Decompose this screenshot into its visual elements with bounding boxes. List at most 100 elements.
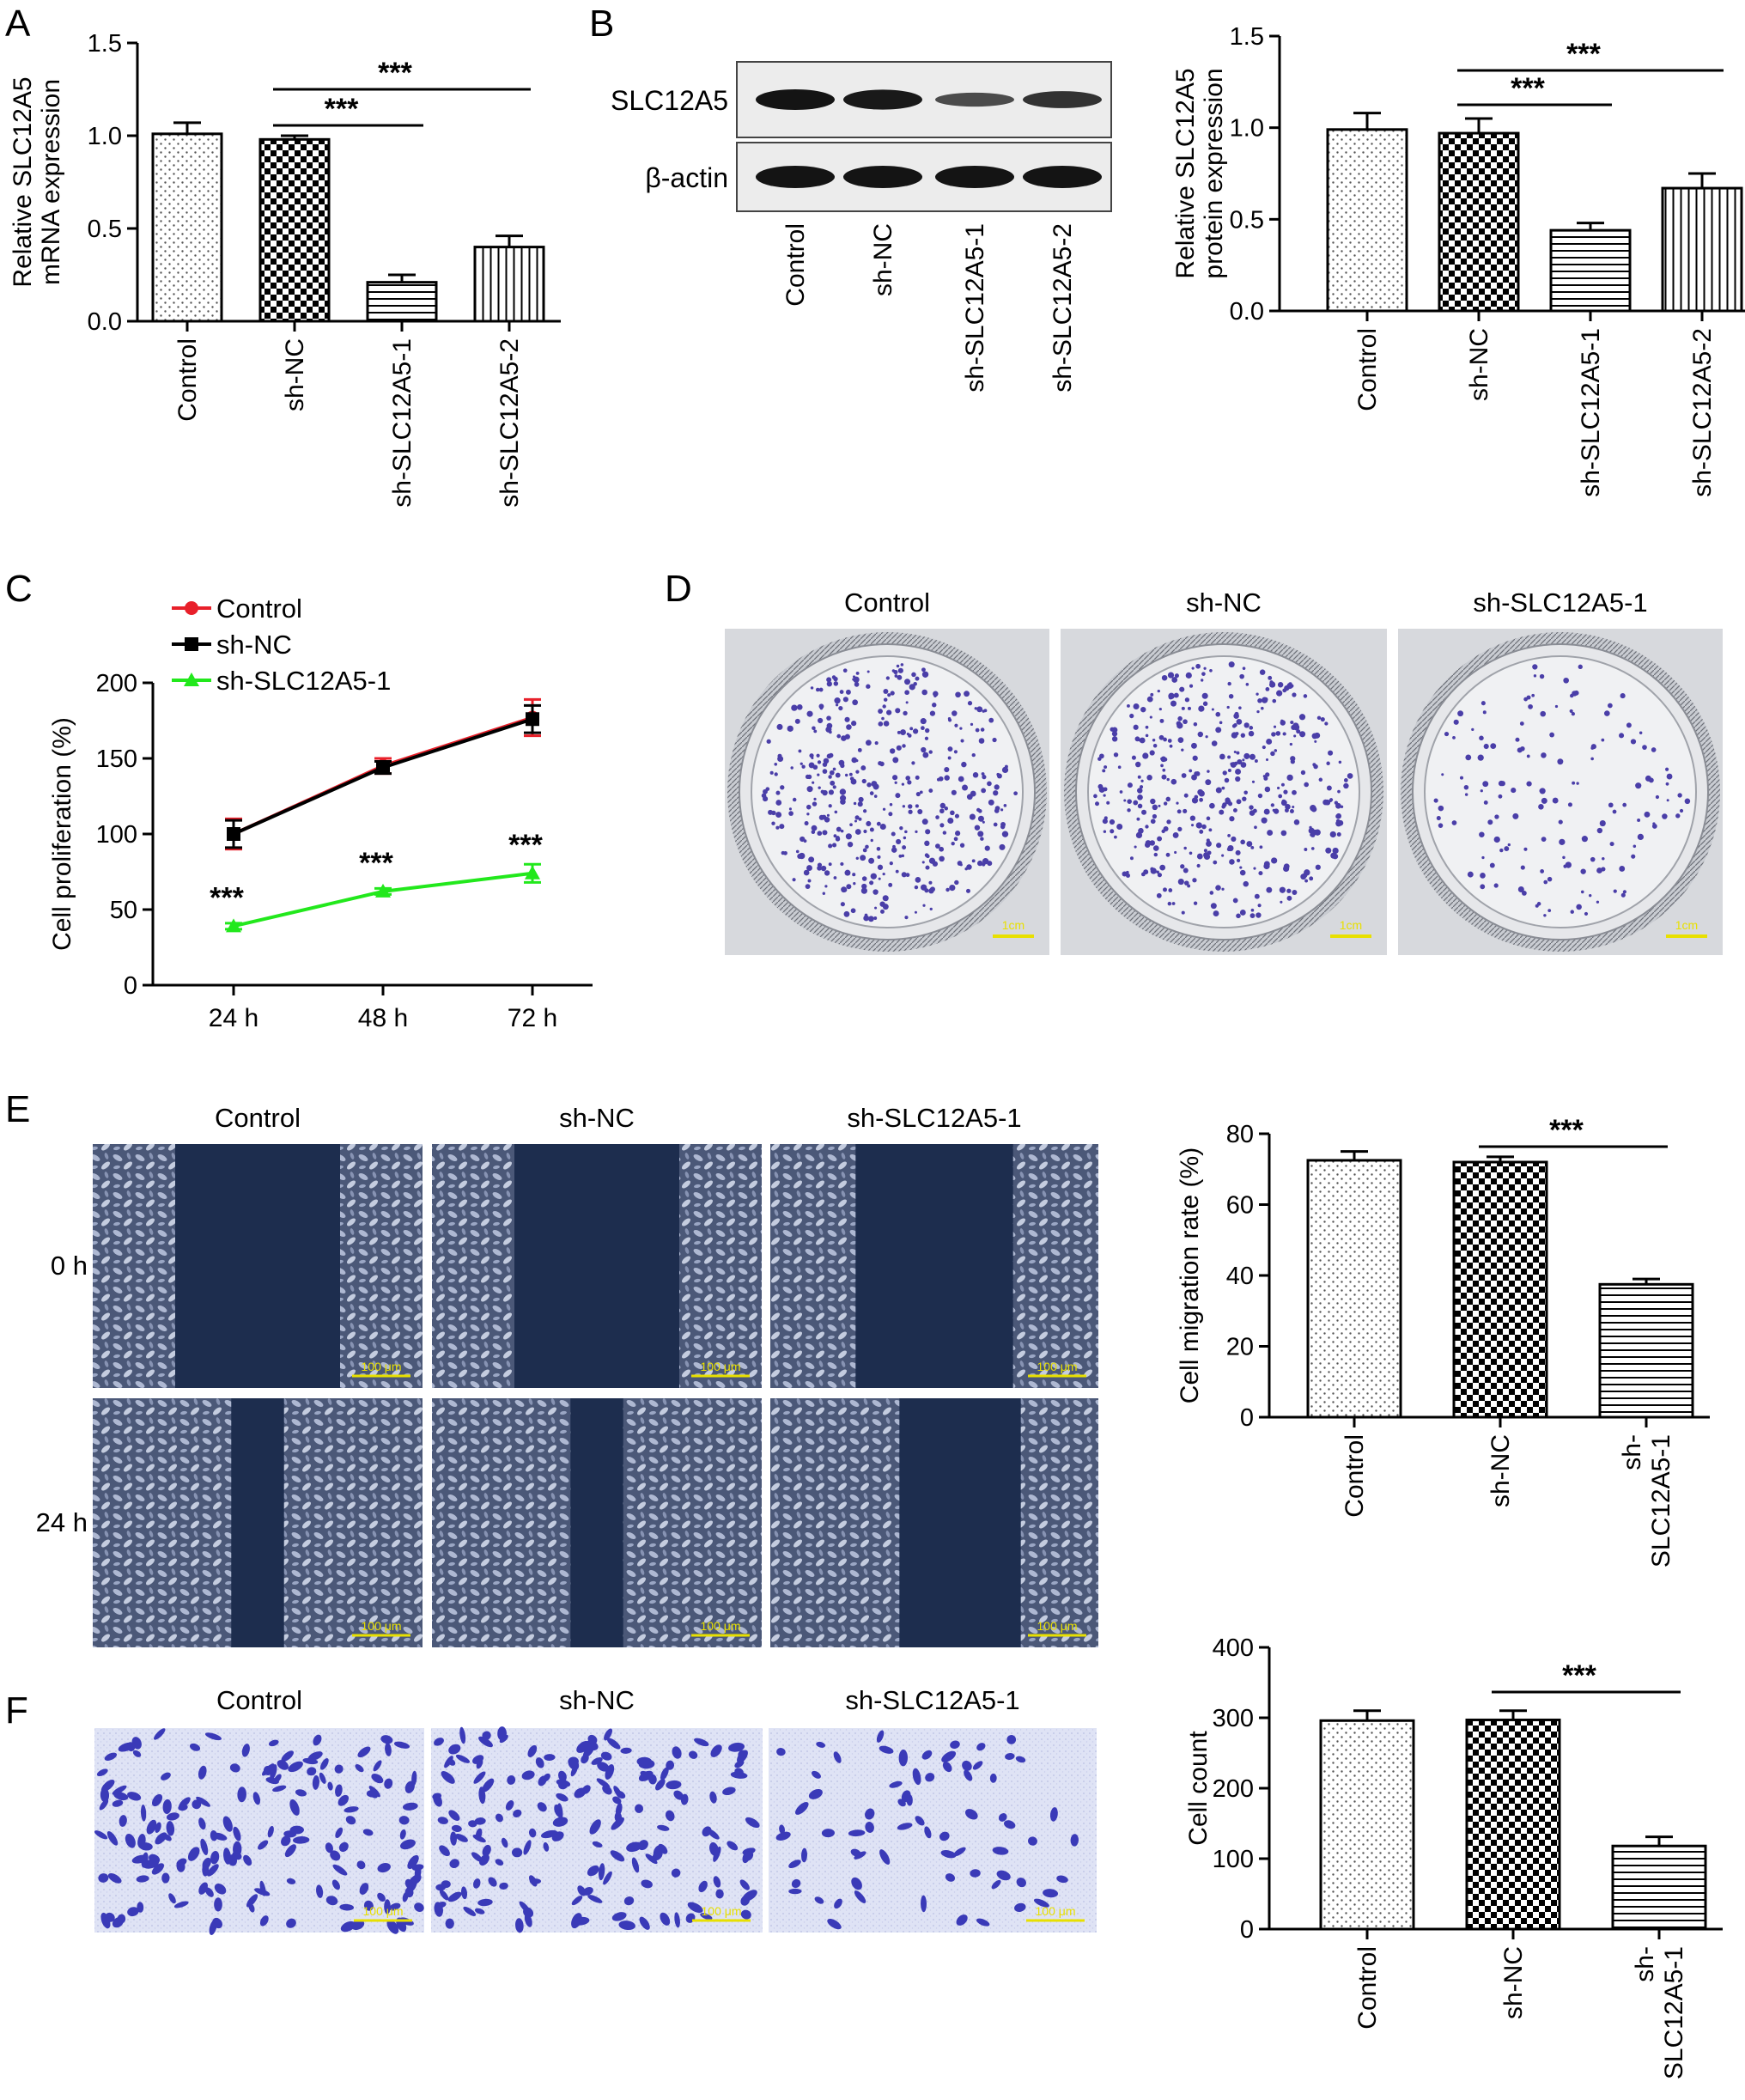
colony-dot (874, 906, 878, 910)
colony-dot (1191, 667, 1195, 670)
colony-dot (1166, 819, 1171, 825)
colony-dot (818, 786, 821, 789)
colony-dot (900, 663, 904, 667)
colony-dot (904, 916, 909, 920)
colony-dot (1095, 801, 1099, 807)
colony-dot (1166, 777, 1170, 782)
colony-dot (1156, 870, 1159, 874)
colony-dot (835, 703, 839, 707)
chart-c-proliferation: 0 50 100 150 200 24 h 48 h 72 h Cell proliferati… (48, 593, 593, 1032)
colony-dot (1639, 731, 1643, 734)
migrated-cell (292, 1836, 310, 1844)
colony-dot (883, 689, 889, 694)
photo-title: sh-SLC12A5-1 (847, 1103, 1021, 1133)
colony-dot (966, 864, 972, 870)
colony-dot (836, 826, 842, 832)
colony-dot (944, 775, 950, 781)
colony-dot (1133, 724, 1139, 730)
migrated-cell (132, 1750, 142, 1757)
colony-dot (913, 681, 917, 686)
migrated-cell (119, 1815, 127, 1827)
migrated-cell (581, 1785, 591, 1794)
migrated-cell (246, 1894, 258, 1908)
colony-dot (895, 793, 901, 799)
colony-dot (1211, 708, 1214, 711)
colony-dot (945, 887, 950, 892)
colony-dot (1277, 682, 1284, 688)
migrated-cell (925, 1773, 935, 1782)
colony-dot (1314, 740, 1317, 743)
panel-letter-a: A (5, 3, 31, 45)
colony-dot (1286, 895, 1292, 901)
migrated-cell (340, 1920, 356, 1933)
colony-dot (1111, 727, 1118, 733)
colony-dot (1259, 845, 1263, 849)
colony-dot (869, 791, 874, 795)
colony-dot (872, 889, 879, 895)
colony-dot (849, 823, 853, 827)
colony-dot (1183, 719, 1188, 725)
migrated-cell (137, 1834, 146, 1848)
migrated-cell (454, 1833, 468, 1842)
colony-dot (867, 916, 874, 922)
colony-dot (1172, 831, 1179, 838)
colony-dot (1133, 800, 1139, 806)
colony-dot (1565, 861, 1572, 868)
colony-dot (1114, 835, 1117, 839)
colony-dot (843, 910, 850, 917)
migrated-cell (1043, 1889, 1059, 1898)
colony-dot (765, 787, 770, 791)
colony-dot (842, 697, 848, 703)
migrated-cell (125, 1833, 136, 1848)
migrated-cell (312, 1774, 319, 1790)
migrated-cell (538, 1775, 547, 1787)
migrated-cell (233, 1841, 242, 1858)
colony-dot (1221, 804, 1226, 809)
colony-dot (1292, 806, 1295, 809)
colony-dot (1184, 697, 1190, 703)
colony-dot (844, 716, 850, 722)
colony-dot (1152, 804, 1158, 811)
colony-dot (775, 790, 781, 795)
colony-dot (833, 676, 838, 682)
migrated-cell (854, 1890, 866, 1903)
colony-dot (1215, 885, 1221, 891)
migrated-cell (814, 1896, 824, 1904)
bar-sh-nc (1438, 131, 1520, 313)
colony-dot (954, 723, 958, 727)
colony-dot (915, 877, 921, 883)
x-tick-label: sh-NC (281, 338, 309, 411)
migrated-cell (289, 1799, 300, 1816)
migrated-cell (556, 1793, 568, 1802)
colony-dot (1571, 711, 1576, 716)
colony-dot (1253, 867, 1256, 870)
migrated-cell (610, 1850, 625, 1862)
colony-dot (795, 849, 800, 854)
colony-dot (920, 718, 927, 725)
y-tick-label: 0.5 (88, 216, 122, 243)
colony-dot (1570, 910, 1574, 914)
colony-dot (861, 876, 867, 881)
migrated-cell (359, 1883, 369, 1895)
migrated-cell (472, 1878, 481, 1889)
colony-dot (1236, 751, 1240, 755)
migrated-cell (151, 1863, 165, 1875)
colony-dot (1310, 805, 1316, 812)
significance-stars: *** (508, 829, 543, 861)
colony-dot (1438, 823, 1444, 828)
colony-dot (879, 761, 885, 767)
colony-dot (1249, 913, 1256, 919)
y-tick-label: 40 (1226, 1263, 1254, 1290)
colony-dot (855, 770, 860, 774)
colony-dot (876, 821, 881, 826)
colony-dot (862, 809, 867, 813)
colony-dot (817, 773, 820, 776)
colony-dot (1249, 805, 1254, 810)
scale-bar-label: 100 μm (701, 1360, 741, 1373)
colony-dot (882, 704, 886, 709)
colony-dot (982, 862, 986, 867)
colony-dot (1109, 819, 1116, 825)
colony-dot (1324, 721, 1329, 726)
colony-dot (1265, 772, 1270, 777)
